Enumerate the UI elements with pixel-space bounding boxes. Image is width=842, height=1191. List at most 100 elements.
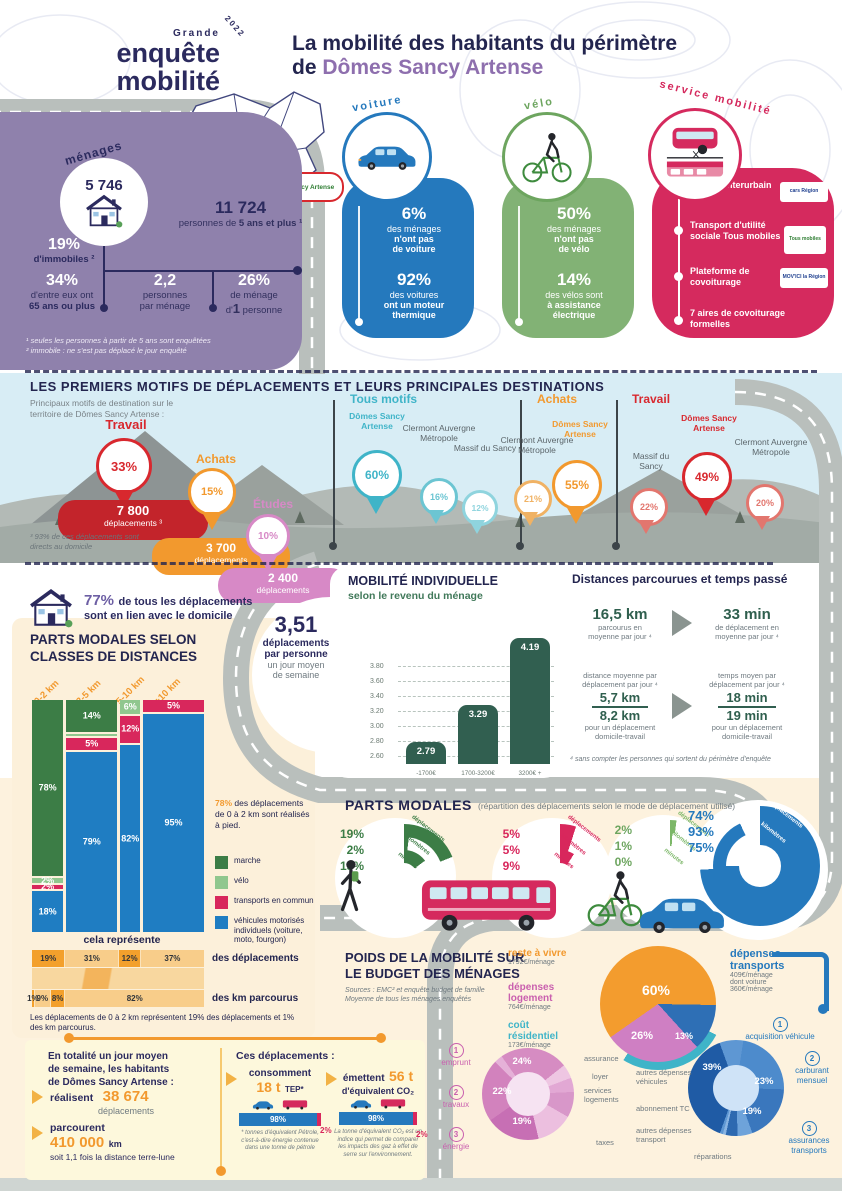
distance-column: 6% 12% 82%: [120, 700, 141, 932]
voiture-stat1-l3: de voiture: [392, 244, 436, 254]
y-tick-label: 3.60: [370, 677, 384, 685]
emettent-word: émettent: [342, 1073, 385, 1084]
household-label1: personnes: [142, 290, 188, 301]
legend-item-velo: vélo: [215, 876, 315, 889]
consomment-value: 18 t: [256, 1079, 281, 1095]
menages-footnotes: ¹ seules les personnes à partir de 5 ans…: [26, 336, 296, 356]
motif-achats-label: Achats: [195, 452, 236, 466]
side-l1: déplacements: [262, 638, 330, 649]
velo-stat1-l1: des ménages: [546, 224, 602, 234]
min-day: 33 min de déplacement en moyenne par jou…: [692, 606, 802, 641]
modal-legend: marche vélo transports en commun véhicul…: [215, 856, 315, 945]
totaux-panel: [25, 1040, 425, 1180]
legend-label: marche: [234, 856, 261, 865]
group-bracket: [520, 400, 522, 546]
segment-label: 5%: [167, 700, 181, 711]
segment-velo: 2%: [32, 876, 64, 885]
dest-label: Massif du Sancy: [453, 443, 517, 453]
motifs-title: LES PREMIERS MOTIFS DE DÉPLACEMENTS ET L…: [30, 379, 605, 394]
legend-item-marche: marche: [215, 856, 315, 869]
home-house-icon-wrap: [28, 588, 74, 633]
movici-logo: MOV'ICI la Région: [780, 268, 828, 288]
dest-pin-tail: [469, 520, 485, 534]
distances-title: Distances parcourues et temps passé: [572, 572, 788, 586]
parcourent-stat: parcourent 410 000 km soit 1,1 fois la d…: [50, 1122, 175, 1162]
gauges-title: PARTS MODALES: [345, 797, 472, 813]
group-bracket: [616, 400, 618, 546]
realisent-word: réalisent: [50, 1092, 94, 1104]
dest-pin-tail: [754, 516, 770, 530]
pie-reste-pct: 60%: [641, 982, 671, 998]
revenue-bar: 3.29: [458, 705, 498, 764]
immobiles-value: 19%: [47, 236, 81, 253]
autres-depenses-vehicules-label: autres dépenses véhicules: [636, 1068, 692, 1086]
velo-stat2: 14% des vélos sont à assistance électriq…: [520, 270, 628, 320]
gauge-voiture: déplacements kilomètres minutes: [700, 800, 820, 926]
house-icon: [86, 194, 123, 228]
pie-transports-pct: 13%: [674, 1031, 693, 1041]
avg-time: temps moyen par déplacement par jour ⁴ 1…: [692, 671, 802, 741]
service-item-2: Transport d'utilité sociale Tous mobiles: [690, 220, 781, 242]
side-l3: un jour moyen: [267, 660, 325, 670]
dest-pin-20: 20%: [746, 484, 784, 522]
y-tick-label: 3.80: [370, 663, 384, 671]
modal-share-stacked-chart: 78% 2% 2% 18% 14% 5% 79% 6% 12% 82% 5% 95%: [32, 700, 204, 932]
voiture-stat2-l3: thermique: [392, 310, 436, 320]
transport-p3: 19%: [742, 1106, 762, 1117]
share-segment: 31%: [65, 950, 119, 967]
motifs-subtitle-l2: territoire de Dômes Sancy Artense :: [30, 409, 165, 420]
gauge-marche: déplacements kilomètres minutes: [352, 814, 456, 928]
connector-dot: [209, 304, 217, 312]
reste-a-vivre-label: reste à vivre 1792€/ménage: [508, 948, 596, 966]
assurances-transports-label: assurances transports: [788, 1136, 830, 1155]
menages-circle: 5 746: [60, 158, 148, 246]
velo-kilometres: 1%: [614, 839, 632, 853]
velo-card: 50% des ménages n'ont pas de vélo 14% de…: [502, 178, 634, 338]
side-l2: par personne: [264, 649, 328, 660]
share-value: 1%: [27, 994, 39, 1003]
share-value: 82%: [126, 994, 143, 1003]
totaux-mid-title: Ces déplacements :: [236, 1050, 335, 1062]
share-segment: 8%: [50, 990, 65, 1007]
avg-time-head1: temps moyen par: [718, 671, 776, 680]
dest-pct: 60%: [364, 468, 390, 482]
logement-p1: 24%: [512, 1056, 532, 1067]
footnote3-l2: directs au domicile: [30, 541, 93, 551]
circled-number: 2: [448, 1085, 464, 1100]
distances-row2: distance moyenne par déplacement par jou…: [568, 662, 813, 750]
consomment-block: consomment 18 t TEP* 98% 2% * tonnes d'é…: [234, 1068, 332, 1153]
circled-number: 2: [804, 1051, 820, 1066]
y-gridline: 3.40: [370, 693, 554, 700]
velo-stat1-l2: n'ont pas: [554, 234, 594, 244]
parts-title-l1: PARTS MODALES SELON: [30, 632, 197, 647]
segment-label: 6%: [123, 701, 137, 712]
voiture-stat2-l2: ont un moteur: [383, 300, 445, 310]
connector-dot: [64, 1033, 74, 1043]
y-tick-label: 3.40: [370, 692, 384, 700]
reparations-label: réparations: [694, 1152, 732, 1161]
dest-pin-55: 55%: [552, 460, 602, 510]
segment-tc: 12%: [120, 715, 141, 744]
brand-top: Grande: [172, 28, 220, 39]
velo-stat2-l1: des vélos sont: [545, 290, 603, 300]
card-dot: [515, 318, 523, 326]
footnote-2: ² immobile : ne s'est pas déplacé le jou…: [26, 346, 187, 356]
reste-label: reste à vivre: [508, 948, 567, 959]
segment-label: 78%: [38, 782, 57, 793]
share-segment: 37%: [140, 950, 204, 967]
avg-dist-v1: 5,7 km: [591, 689, 649, 708]
share-value: 9%: [36, 994, 49, 1003]
segment-vehicules: 18%: [32, 891, 64, 932]
motif-etudes-label: Études: [252, 497, 293, 511]
velo-stat1: 50% des ménages n'ont pas de vélo: [520, 204, 628, 254]
avg-time-head2: déplacement par jour ⁴: [709, 680, 785, 689]
reste-amount: 1792€/ménage: [508, 959, 555, 966]
km-day-l1: parcourus en: [598, 622, 642, 632]
emprunt-label: emprunt: [441, 1058, 471, 1067]
dest-pct: 21%: [523, 494, 542, 504]
y-tick-label: 2.60: [370, 752, 384, 760]
walk-note-pct: 78%: [215, 798, 233, 808]
motifs-subtitle: Principaux motifs de destination sur le …: [30, 398, 173, 420]
segment-tc: 5%: [143, 700, 204, 712]
segment-label: 5%: [85, 738, 99, 749]
